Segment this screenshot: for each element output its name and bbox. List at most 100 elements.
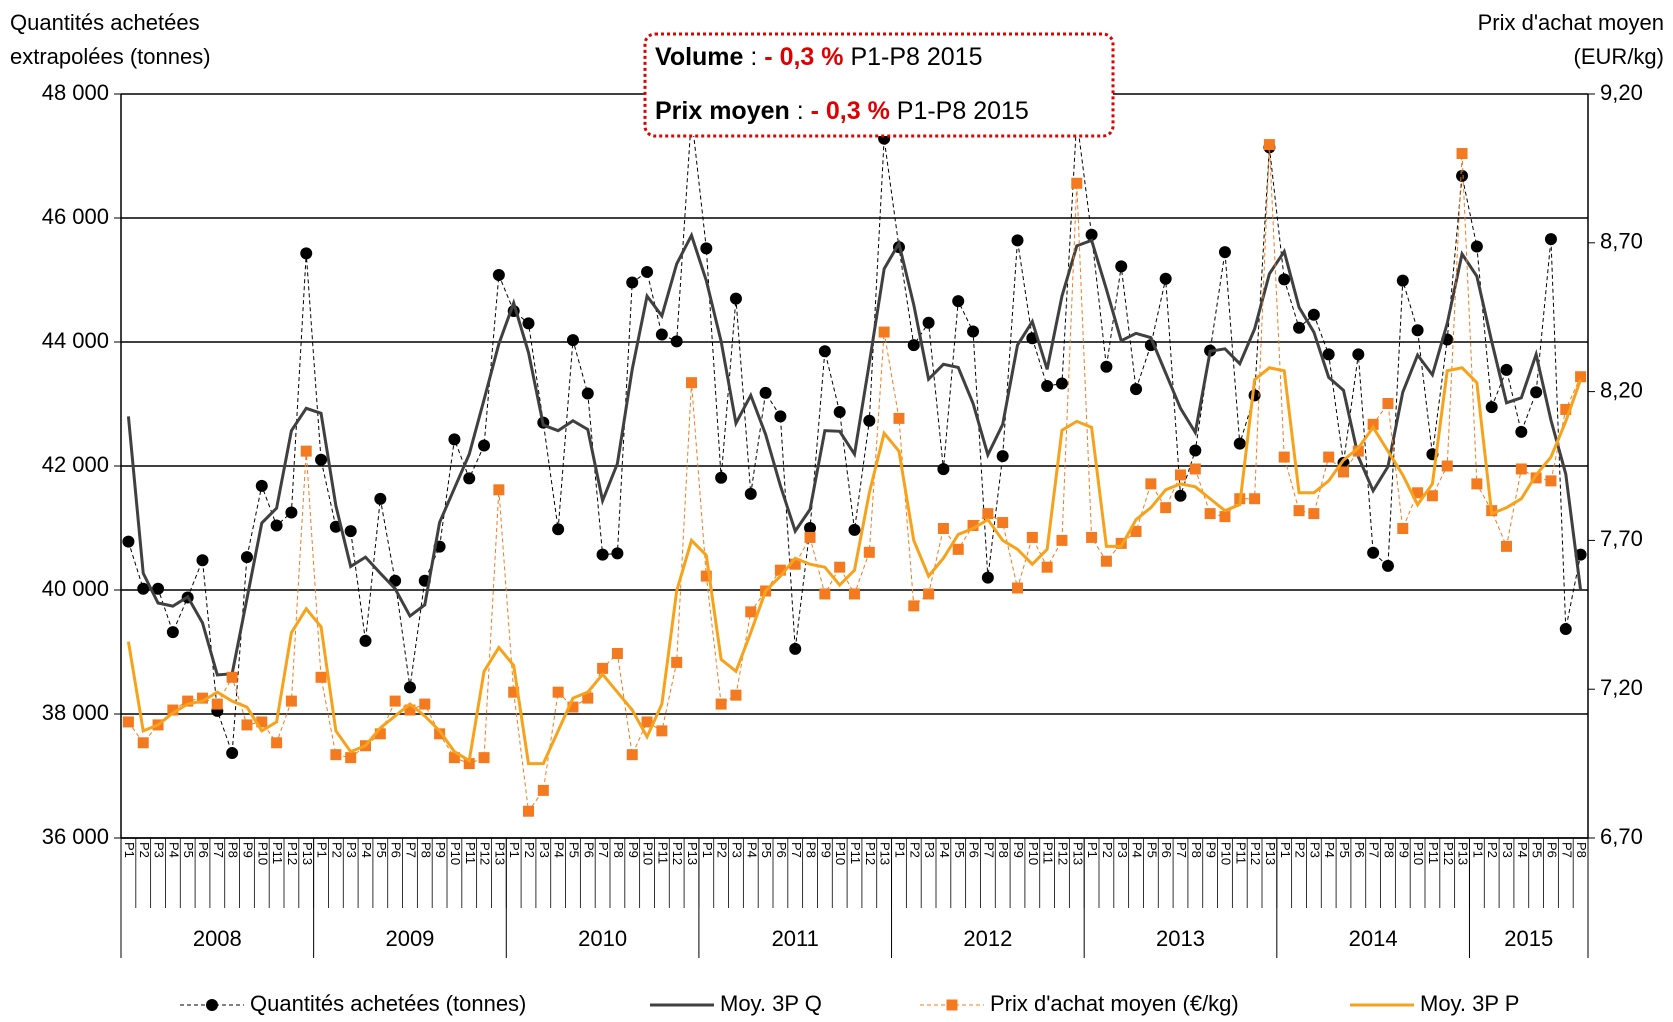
data-point xyxy=(182,695,194,707)
data-point xyxy=(330,749,342,761)
x-tick-label: P5 xyxy=(1337,842,1352,858)
data-point xyxy=(611,647,623,659)
x-tick-label: P5 xyxy=(952,842,967,858)
data-point xyxy=(923,588,935,600)
data-point xyxy=(1501,540,1512,552)
data-point xyxy=(1470,240,1483,253)
data-point xyxy=(1041,561,1053,573)
data-point xyxy=(596,548,609,561)
x-tick-label: P4 xyxy=(1130,842,1145,858)
y2-tick-label: 8,20 xyxy=(1600,377,1643,402)
x-tick-label: P2 xyxy=(1100,842,1115,858)
x-tick-label: P7 xyxy=(1367,842,1382,858)
data-point xyxy=(1441,460,1453,472)
x-tick-label: P10 xyxy=(1411,842,1426,865)
data-point xyxy=(285,506,298,519)
data-point xyxy=(1381,559,1394,572)
data-point xyxy=(597,662,609,674)
legend-label: Quantités achetées (tonnes) xyxy=(250,991,526,1016)
data-point xyxy=(345,752,357,764)
x-tick-label: P1 xyxy=(1085,842,1100,858)
x-tick-label: P2 xyxy=(329,842,344,858)
legend-marker xyxy=(206,999,218,1011)
data-point xyxy=(907,339,920,352)
annotation-sep: : xyxy=(790,97,811,125)
data-point xyxy=(937,522,949,534)
x-tick-label: P9 xyxy=(241,842,256,858)
annotation: Volume : - 0,3 % P1-P8 2015 xyxy=(655,43,983,71)
x-tick-label: P12 xyxy=(1441,842,1456,865)
data-point xyxy=(1367,418,1379,430)
data-point xyxy=(1026,531,1038,543)
data-point xyxy=(1249,493,1261,505)
x-tick-label: P6 xyxy=(1159,842,1174,858)
data-point xyxy=(166,626,179,639)
data-point xyxy=(1174,489,1187,502)
data-point xyxy=(848,523,861,536)
data-point xyxy=(523,805,534,817)
data-point xyxy=(626,276,639,289)
data-point xyxy=(729,292,742,305)
data-point xyxy=(1515,463,1527,475)
data-point xyxy=(863,414,876,427)
x-tick-label: P6 xyxy=(1352,842,1367,858)
data-point xyxy=(1396,274,1409,287)
data-point xyxy=(1175,469,1186,481)
data-point xyxy=(478,439,491,452)
data-point xyxy=(1530,472,1542,484)
data-point xyxy=(1278,273,1291,286)
y-tick-label: 44 000 xyxy=(42,328,109,353)
data-point xyxy=(1218,246,1231,259)
data-point xyxy=(1233,437,1246,450)
data-point xyxy=(448,752,460,764)
x-tick-label: P5 xyxy=(1530,842,1545,858)
x-tick-label: P3 xyxy=(1500,842,1515,858)
data-point xyxy=(403,681,416,694)
x-tick-label: P8 xyxy=(1189,842,1204,858)
x-group-label: 2012 xyxy=(963,926,1012,951)
x-tick-label: P2 xyxy=(907,842,922,858)
data-point xyxy=(774,564,786,576)
x-tick-label: P9 xyxy=(1396,842,1411,858)
data-point xyxy=(1426,490,1438,502)
data-point xyxy=(1559,623,1572,636)
data-point xyxy=(389,695,401,707)
data-point xyxy=(1575,371,1587,383)
data-point xyxy=(1041,380,1054,393)
data-point xyxy=(982,508,994,520)
y2-tick-label: 6,70 xyxy=(1600,824,1643,849)
data-point xyxy=(997,517,1009,529)
data-point xyxy=(745,606,757,618)
y2-tick-label: 8,70 xyxy=(1600,229,1643,254)
x-tick-label: P6 xyxy=(967,842,982,858)
data-point xyxy=(1397,522,1409,534)
data-point xyxy=(300,445,312,457)
data-point xyxy=(1011,234,1024,247)
annotation-label: Prix moyen xyxy=(655,97,790,125)
y2-tick-label: 9,20 xyxy=(1600,80,1643,105)
data-point xyxy=(167,704,179,716)
annotation-label: Volume xyxy=(655,43,744,71)
x-tick-label: P10 xyxy=(1026,842,1041,865)
data-point xyxy=(478,752,490,764)
x-tick-label: P13 xyxy=(1070,842,1085,865)
x-tick-label: P2 xyxy=(1293,842,1308,858)
x-tick-label: P6 xyxy=(774,842,789,858)
legend-label: Moy. 3P P xyxy=(1420,991,1519,1016)
series-line xyxy=(127,115,1582,754)
x-tick-label: P12 xyxy=(863,842,878,865)
y-axis-title-left: extrapolées (tonnes) xyxy=(10,44,211,69)
x-tick-label: P10 xyxy=(1219,842,1234,865)
x-tick-label: P11 xyxy=(1041,842,1056,864)
y-tick-label: 36 000 xyxy=(42,824,109,849)
x-tick-label: P1 xyxy=(122,842,137,858)
data-point xyxy=(1012,582,1023,594)
x-tick-label: P8 xyxy=(1574,842,1589,858)
x-tick-label: P3 xyxy=(537,842,552,858)
x-tick-label: P12 xyxy=(1248,842,1263,865)
data-point xyxy=(300,247,313,260)
y-tick-label: 42 000 xyxy=(42,452,109,477)
data-point xyxy=(922,316,935,329)
data-point xyxy=(1471,478,1483,490)
data-point xyxy=(730,689,742,701)
